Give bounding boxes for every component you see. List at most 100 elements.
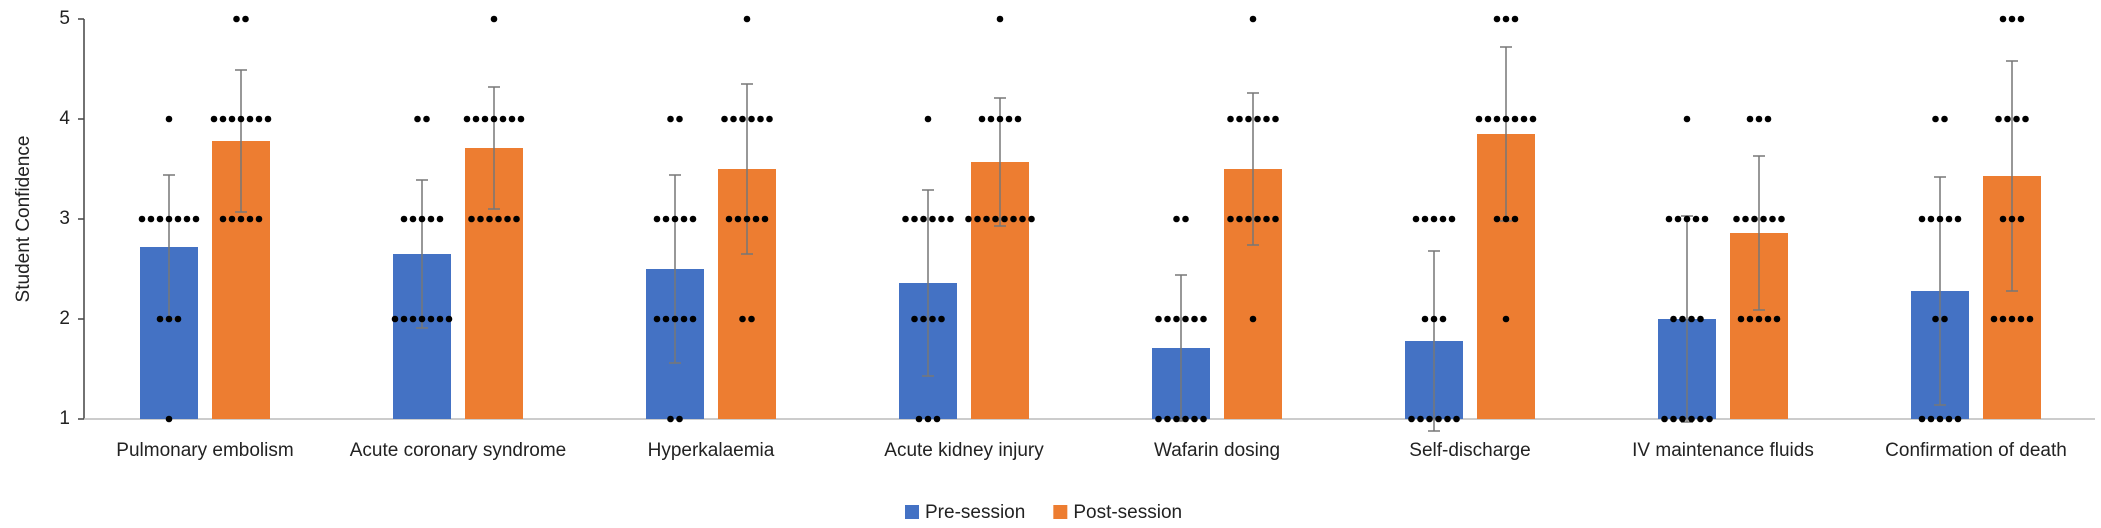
x-tick-label: Hyperkalaemia: [647, 440, 775, 461]
data-point: [924, 115, 932, 123]
data-point: [481, 115, 489, 123]
data-point: [490, 115, 498, 123]
data-point: [1028, 215, 1035, 223]
data-point: [490, 15, 498, 23]
data-point: [255, 215, 263, 223]
data-point: [1697, 415, 1704, 423]
data-point: [1245, 215, 1252, 223]
data-point: [477, 215, 484, 223]
data-point: [689, 215, 697, 223]
data-point: [1683, 115, 1691, 123]
data-point: [1014, 115, 1022, 123]
data-point: [156, 215, 164, 223]
y-tick-label: 4: [59, 108, 70, 129]
data-point: [1661, 415, 1668, 423]
data-point: [1236, 115, 1243, 123]
data-point: [1005, 115, 1013, 123]
x-tick-label: Acute coronary syndrome: [349, 440, 567, 461]
data-point: [1263, 215, 1270, 223]
data-point: [1439, 315, 1447, 323]
data-point: [1200, 315, 1207, 323]
data-point: [246, 115, 254, 123]
data-point: [1430, 315, 1438, 323]
data-point: [1511, 215, 1519, 223]
data-point: [1435, 415, 1442, 423]
data-point: [400, 315, 408, 323]
data-point: [929, 215, 936, 223]
data-point: [165, 415, 173, 423]
data-point: [1529, 115, 1537, 123]
data-point: [1927, 415, 1935, 423]
data-point: [1249, 315, 1257, 323]
data-point: [1227, 115, 1234, 123]
data-point: [920, 215, 927, 223]
data-point: [192, 215, 200, 223]
data-point: [1918, 415, 1926, 423]
data-point: [978, 115, 986, 123]
data-point: [1448, 215, 1456, 223]
data-point: [427, 315, 435, 323]
data-point: [752, 215, 760, 223]
data-point: [757, 115, 764, 123]
data-point: [2017, 15, 2025, 23]
data-point: [667, 115, 674, 123]
data-point: [418, 215, 426, 223]
data-point: [689, 315, 697, 323]
data-point: [761, 215, 769, 223]
data-point: [233, 15, 240, 23]
data-point: [508, 115, 516, 123]
data-point: [1173, 315, 1180, 323]
data-point: [1520, 115, 1528, 123]
data-point: [947, 215, 954, 223]
data-point: [734, 215, 742, 223]
data-point: [463, 115, 471, 123]
y-tick-label: 2: [59, 308, 70, 329]
data-point: [1173, 215, 1180, 223]
data-point: [748, 115, 755, 123]
data-point: [671, 215, 679, 223]
data-point: [1737, 315, 1745, 323]
data-point: [391, 315, 399, 323]
data-point: [165, 115, 173, 123]
data-point: [468, 215, 475, 223]
data-point: [1941, 315, 1948, 323]
data-point: [1421, 215, 1429, 223]
data-point: [1769, 215, 1776, 223]
data-point: [667, 415, 674, 423]
data-point: [1688, 415, 1695, 423]
data-point: [1511, 115, 1519, 123]
data-point: [2013, 115, 2020, 123]
data-point: [653, 215, 661, 223]
data-point: [1191, 315, 1198, 323]
data-point: [472, 115, 480, 123]
data-point: [517, 115, 525, 123]
data-point: [165, 215, 173, 223]
data-point: [721, 115, 728, 123]
data-point: [1755, 115, 1763, 123]
x-tick-label: Pulmonary embolism: [116, 440, 294, 461]
data-point: [1941, 115, 1948, 123]
data-point: [920, 315, 927, 323]
data-point: [730, 115, 737, 123]
data-point: [743, 215, 751, 223]
data-point: [486, 215, 493, 223]
data-point: [255, 115, 263, 123]
data-point: [1236, 215, 1243, 223]
data-point: [987, 115, 995, 123]
data-point: [436, 215, 444, 223]
data-point: [1484, 115, 1492, 123]
data-point: [165, 315, 173, 323]
data-point: [445, 315, 453, 323]
data-point: [1746, 115, 1754, 123]
data-point: [1502, 215, 1510, 223]
data-point: [1412, 215, 1420, 223]
data-point: [2008, 15, 2016, 23]
data-point: [1493, 115, 1501, 123]
data-point: [400, 215, 408, 223]
data-point: [983, 215, 990, 223]
data-point: [725, 215, 733, 223]
data-point: [680, 315, 688, 323]
data-point: [1995, 115, 2002, 123]
data-point: [653, 315, 661, 323]
data-point: [499, 115, 507, 123]
